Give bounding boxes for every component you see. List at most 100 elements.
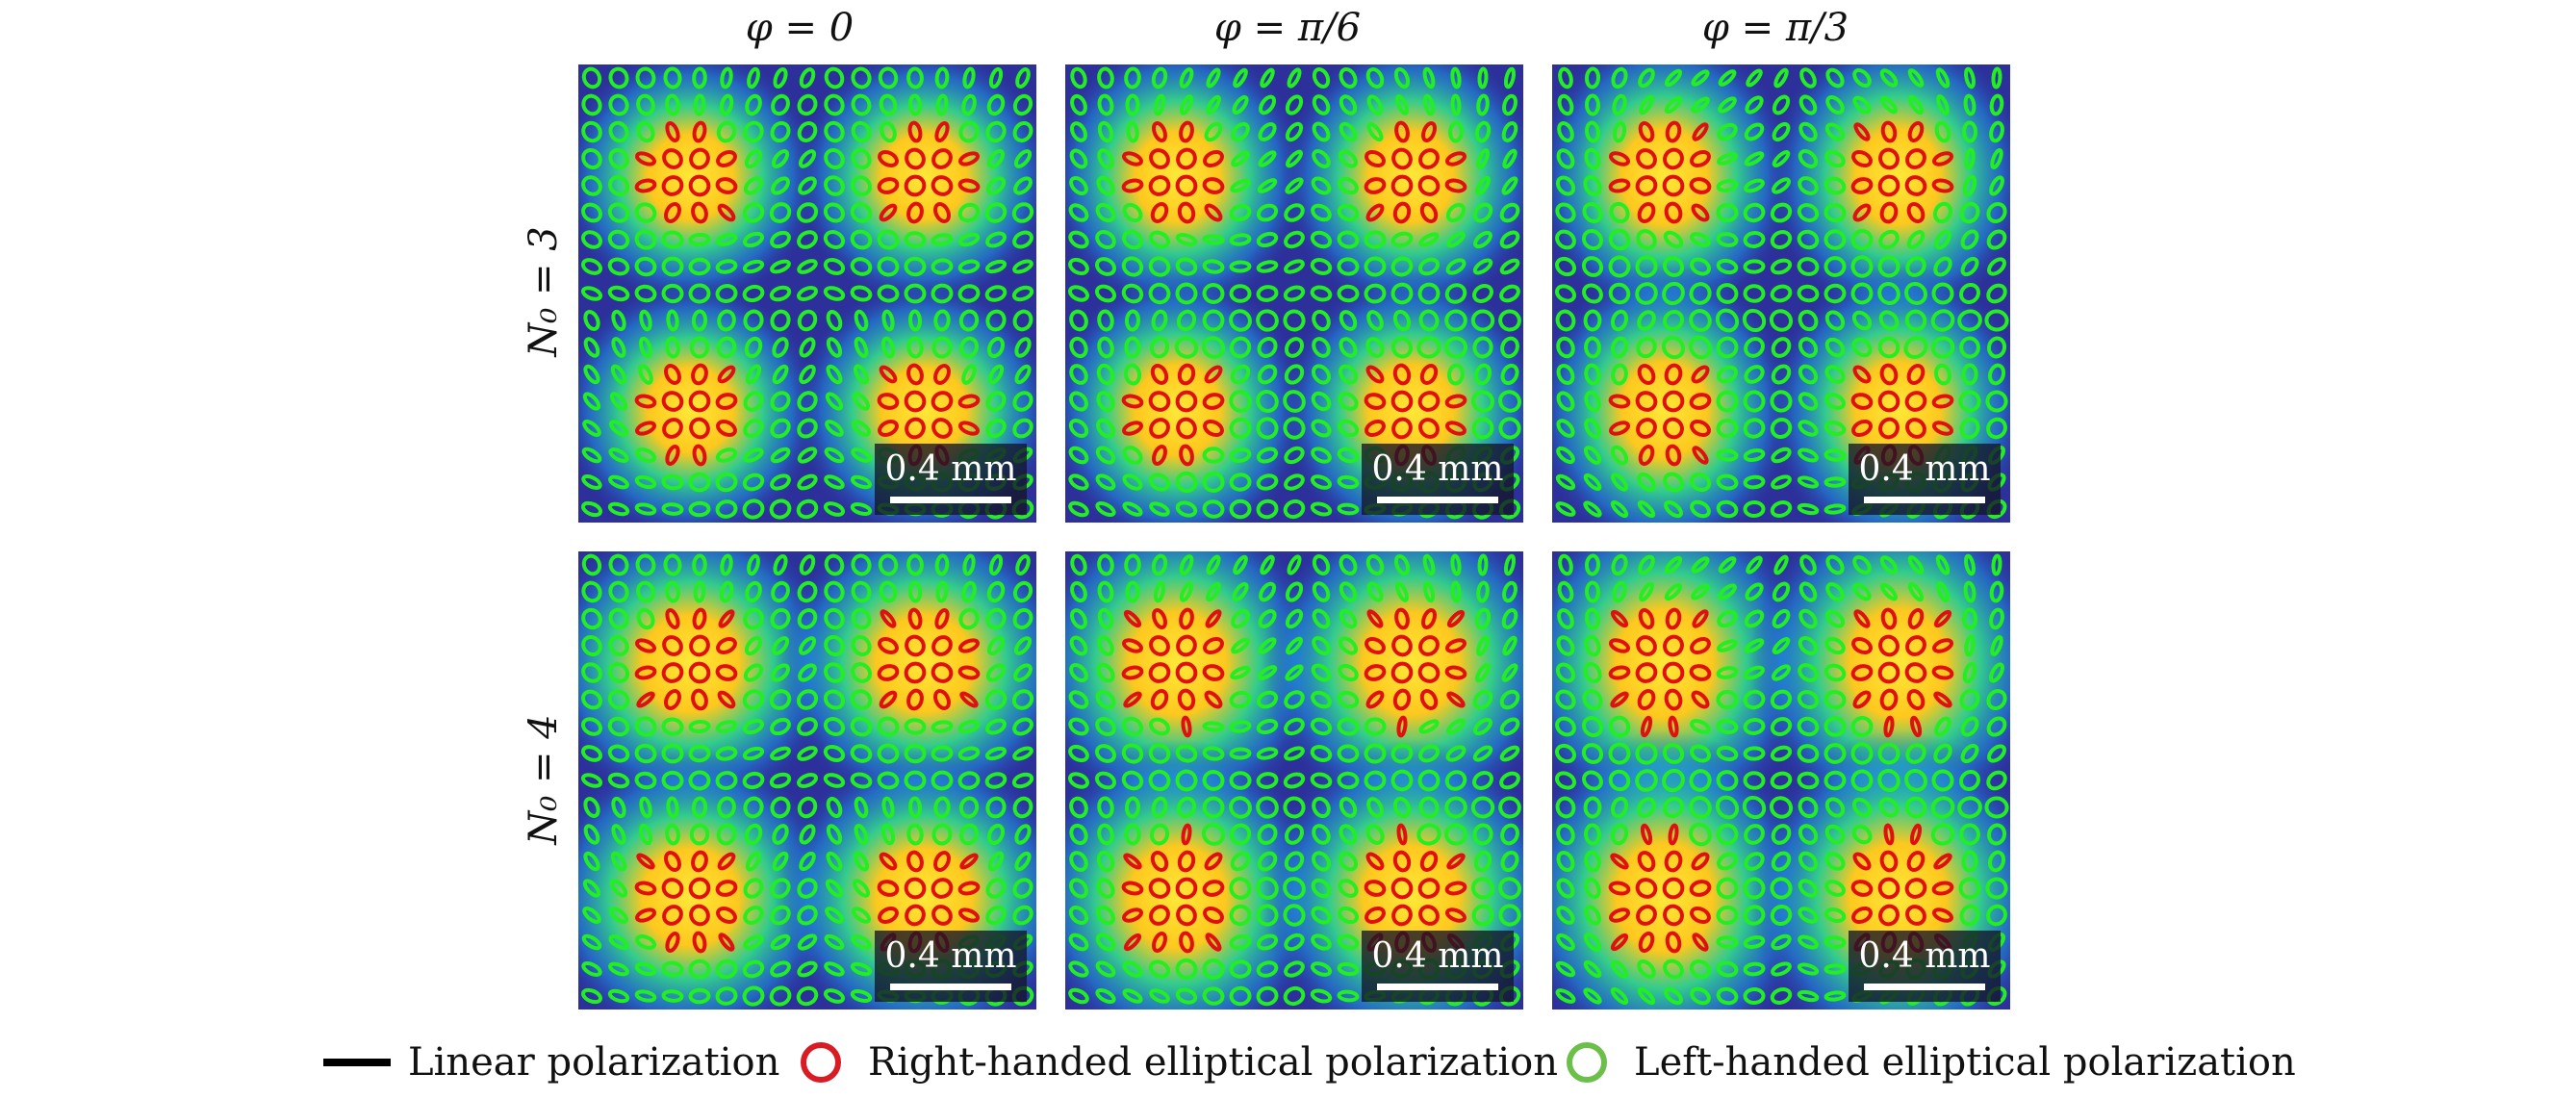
left-handed-ellipse xyxy=(1501,121,1518,142)
left-handed-ellipse xyxy=(661,743,684,764)
left-handed-ellipse xyxy=(1798,636,1819,655)
left-handed-ellipse xyxy=(1068,203,1089,222)
right-handed-ellipse xyxy=(1689,393,1712,410)
right-handed-ellipse xyxy=(906,688,924,711)
left-handed-ellipse xyxy=(1202,958,1225,980)
right-handed-ellipse xyxy=(957,394,981,409)
left-handed-ellipse xyxy=(743,418,764,439)
left-handed-ellipse xyxy=(1771,851,1792,872)
left-handed-ellipse xyxy=(1613,120,1626,143)
left-handed-ellipse xyxy=(799,851,816,872)
left-handed-ellipse xyxy=(1339,581,1358,602)
left-handed-ellipse xyxy=(1149,823,1170,846)
left-handed-ellipse xyxy=(1312,581,1331,602)
left-handed-ellipse xyxy=(1097,148,1114,169)
left-handed-ellipse xyxy=(666,309,679,332)
left-handed-ellipse xyxy=(1233,554,1248,575)
left-handed-ellipse xyxy=(1852,67,1872,89)
left-handed-ellipse xyxy=(1122,716,1143,737)
left-handed-ellipse xyxy=(1256,718,1279,735)
left-handed-ellipse xyxy=(1583,959,1602,979)
left-handed-ellipse xyxy=(581,689,602,710)
left-handed-ellipse xyxy=(609,392,628,411)
left-handed-ellipse xyxy=(1959,282,1980,305)
left-handed-ellipse xyxy=(1639,94,1654,115)
left-handed-ellipse xyxy=(1744,824,1765,845)
left-handed-ellipse xyxy=(1070,580,1087,603)
left-handed-ellipse xyxy=(1770,500,1793,518)
left-handed-ellipse xyxy=(1772,121,1791,142)
left-handed-ellipse xyxy=(1338,149,1359,168)
right-handed-ellipse xyxy=(1662,877,1685,900)
left-handed-ellipse xyxy=(1582,689,1603,710)
left-handed-ellipse xyxy=(692,553,707,576)
right-handed-ellipse xyxy=(1663,417,1684,440)
right-handed-ellipse xyxy=(661,175,684,196)
left-handed-ellipse xyxy=(1473,717,1492,736)
left-handed-ellipse xyxy=(1556,878,1575,899)
left-handed-ellipse xyxy=(1390,231,1414,248)
left-handed-ellipse xyxy=(1097,120,1114,143)
left-handed-ellipse xyxy=(1555,473,1576,491)
left-handed-ellipse xyxy=(715,746,738,761)
left-handed-ellipse xyxy=(1446,231,1466,248)
left-handed-ellipse xyxy=(1094,284,1117,303)
right-handed-ellipse xyxy=(1668,715,1679,738)
left-handed-ellipse xyxy=(1878,229,1900,250)
left-handed-ellipse xyxy=(1608,769,1631,792)
left-handed-ellipse xyxy=(1121,256,1144,277)
left-handed-ellipse xyxy=(1798,879,1819,898)
left-handed-ellipse xyxy=(1284,717,1305,736)
left-handed-ellipse xyxy=(692,66,707,89)
left-handed-ellipse xyxy=(1233,67,1248,89)
left-handed-ellipse xyxy=(825,392,844,411)
left-handed-ellipse xyxy=(770,473,791,491)
left-handed-ellipse xyxy=(1691,69,1710,87)
left-handed-ellipse xyxy=(715,284,738,303)
left-handed-ellipse xyxy=(1337,257,1360,276)
left-handed-ellipse xyxy=(1312,824,1331,845)
right-handed-ellipse xyxy=(1175,877,1198,900)
left-handed-ellipse xyxy=(1470,796,1495,819)
right-handed-ellipse xyxy=(1878,147,1900,170)
right-handed-ellipse xyxy=(715,880,738,897)
left-handed-ellipse xyxy=(931,233,954,246)
left-handed-ellipse xyxy=(1797,203,1820,222)
left-handed-ellipse xyxy=(1014,364,1032,385)
left-handed-ellipse xyxy=(1339,310,1358,331)
left-handed-ellipse xyxy=(1258,150,1277,167)
left-handed-ellipse xyxy=(907,580,923,603)
right-handed-ellipse xyxy=(661,391,684,412)
left-handed-ellipse xyxy=(1310,474,1333,490)
left-handed-ellipse xyxy=(1581,256,1604,277)
right-handed-ellipse xyxy=(1365,203,1385,222)
left-handed-ellipse xyxy=(1904,309,1927,332)
left-handed-ellipse xyxy=(797,960,818,978)
left-handed-ellipse xyxy=(1608,228,1631,251)
left-handed-ellipse xyxy=(826,824,843,845)
left-handed-ellipse xyxy=(1850,769,1874,792)
left-handed-ellipse xyxy=(1583,500,1602,518)
right-handed-ellipse xyxy=(688,877,711,900)
left-handed-ellipse xyxy=(1097,93,1114,116)
left-handed-ellipse xyxy=(1716,719,1739,734)
left-handed-ellipse xyxy=(715,986,738,1006)
left-handed-ellipse xyxy=(744,336,763,359)
left-handed-ellipse xyxy=(634,284,657,303)
left-handed-ellipse xyxy=(1283,772,1306,789)
left-handed-ellipse xyxy=(797,259,818,274)
left-handed-ellipse xyxy=(1125,580,1140,603)
left-handed-ellipse xyxy=(824,553,845,576)
left-handed-ellipse xyxy=(635,934,656,950)
left-handed-ellipse xyxy=(581,120,602,143)
left-handed-ellipse xyxy=(715,472,738,493)
left-handed-ellipse xyxy=(743,905,764,926)
right-handed-ellipse xyxy=(1390,174,1414,197)
left-handed-ellipse xyxy=(1476,148,1490,169)
left-handed-ellipse xyxy=(771,636,790,655)
left-handed-ellipse xyxy=(1499,717,1520,736)
legend-item-right-handed: Right-handed elliptical polarization xyxy=(801,1034,1558,1091)
right-handed-ellipse xyxy=(717,852,736,871)
left-handed-ellipse xyxy=(1582,283,1603,304)
left-handed-ellipse xyxy=(608,148,629,169)
